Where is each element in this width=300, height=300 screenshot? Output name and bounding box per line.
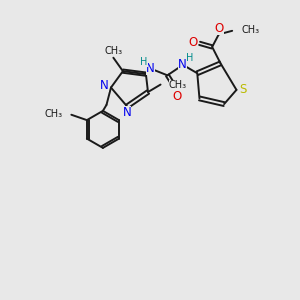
Text: CH₃: CH₃ — [242, 25, 260, 34]
Text: CH₃: CH₃ — [169, 80, 187, 90]
Text: CH₃: CH₃ — [104, 46, 122, 56]
Text: N: N — [146, 62, 155, 75]
Text: O: O — [215, 22, 224, 35]
Text: H: H — [140, 57, 148, 67]
Text: O: O — [172, 90, 182, 103]
Text: CH₃: CH₃ — [45, 109, 63, 119]
Text: N: N — [123, 106, 131, 119]
Text: O: O — [188, 36, 198, 49]
Text: S: S — [239, 83, 247, 96]
Text: N: N — [100, 79, 109, 92]
Text: H: H — [186, 53, 193, 63]
Text: N: N — [178, 58, 187, 71]
